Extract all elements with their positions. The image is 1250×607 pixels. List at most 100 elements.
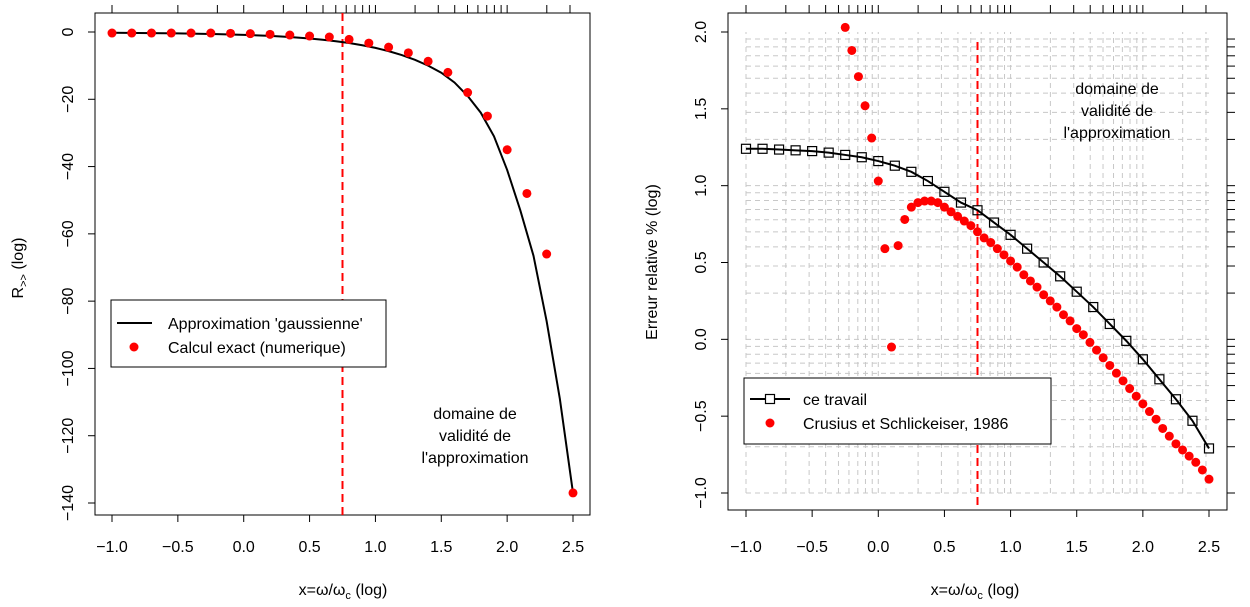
data-point-crusius — [893, 241, 903, 251]
data-point-ce-travail — [1121, 335, 1132, 346]
data-point-exact — [463, 88, 473, 98]
y-tick-label: 0 — [60, 27, 77, 36]
data-point-crusius — [1131, 391, 1141, 401]
data-point-ce-travail — [1187, 415, 1198, 426]
data-point-ce-travail — [1038, 257, 1049, 268]
data-point-exact — [127, 28, 137, 38]
data-point-crusius — [840, 22, 850, 32]
y-tick-label: 1.0 — [693, 174, 710, 196]
data-point-exact — [265, 29, 275, 39]
data-point-exact — [206, 28, 216, 38]
top-rug — [745, 5, 1207, 13]
annotation-text: domaine de — [1075, 81, 1159, 98]
right-rug — [1227, 38, 1235, 494]
x-tick-label: −1.0 — [96, 539, 128, 556]
data-point-ce-travail — [1088, 301, 1099, 313]
annotation-text: domaine de — [433, 406, 517, 423]
data-point-crusius — [880, 244, 890, 254]
legend: ce travail Crusius et Schlickeiser, 1986 — [743, 377, 1052, 445]
data-point-exact — [364, 38, 374, 48]
data-point-ce-travail — [1071, 286, 1082, 297]
data-point-exact — [542, 249, 552, 259]
data-point-crusius — [1092, 345, 1102, 355]
data-point-crusius — [1039, 290, 1049, 300]
data-point-ce-travail — [856, 152, 867, 163]
x-tick-label: 1.5 — [430, 539, 452, 556]
data-point-ce-travail — [1170, 394, 1182, 405]
y-tick-label: −20 — [60, 86, 77, 113]
x-tick-label: 2.0 — [1132, 539, 1154, 556]
data-point-ce-travail — [889, 160, 900, 171]
y-tick-label: −1.0 — [693, 477, 710, 509]
data-point-crusius — [1138, 399, 1148, 409]
legend-label: Crusius et Schlickeiser, 1986 — [803, 416, 1009, 433]
legend-label: ce travail — [803, 392, 867, 409]
x-axis-label: x=ω/ωc (log) — [931, 582, 1020, 602]
data-point-crusius — [1052, 302, 1062, 312]
data-point-crusius — [979, 233, 989, 243]
data-point-exact — [107, 28, 117, 38]
y-tick-label: −120 — [60, 418, 77, 454]
x-tick-label: 0.5 — [933, 539, 955, 556]
data-point-crusius — [1065, 316, 1075, 326]
legend-point-symbol — [129, 342, 139, 352]
data-point-crusius — [1058, 310, 1068, 320]
data-point-crusius — [1164, 431, 1174, 441]
data-point-crusius — [1078, 330, 1088, 340]
data-point-exact — [403, 48, 413, 58]
data-point-exact — [443, 67, 453, 77]
data-point-exact — [285, 30, 295, 40]
data-point-crusius — [986, 238, 996, 248]
annotation-text: validité de — [1081, 103, 1153, 120]
data-point-ce-travail — [1055, 271, 1066, 282]
x-tick-label: 2.5 — [562, 539, 584, 556]
data-point-exact — [568, 488, 578, 498]
data-point-crusius — [1025, 276, 1035, 286]
legend-label: Calcul exact (numerique) — [168, 340, 346, 357]
data-point-ce-travail — [1022, 243, 1033, 254]
data-point-crusius — [1032, 282, 1042, 292]
data-point-crusius — [906, 202, 916, 212]
data-point-ce-travail — [873, 155, 884, 167]
data-point-crusius — [853, 72, 863, 82]
data-point-crusius — [1144, 407, 1154, 417]
x-tick-label: −0.5 — [162, 539, 194, 556]
data-point-ce-travail — [1005, 229, 1016, 240]
y-tick-label: 1.5 — [693, 98, 710, 120]
legend-square-symbol — [764, 393, 776, 405]
data-point-crusius — [1012, 262, 1022, 272]
data-point-crusius — [867, 133, 877, 143]
y-axis-label: R>> (log) — [10, 238, 30, 299]
data-point-crusius — [939, 202, 949, 212]
data-point-crusius — [900, 214, 910, 224]
data-point-exact — [147, 28, 157, 38]
annotation-text: l'approximation — [421, 450, 528, 467]
data-point-ce-travail — [939, 186, 950, 197]
data-point-ce-travail — [1154, 374, 1165, 385]
data-point-exact — [245, 29, 255, 39]
plot-frame — [727, 12, 1228, 511]
data-point-ce-travail — [840, 149, 851, 161]
data-point-crusius — [847, 45, 857, 55]
y-tick-label: 0.5 — [693, 251, 710, 273]
left-panel-chart: −1.0 −0.5 0.0 0.5 1.0 1.5 2.0 2.5 0 −20 −40 −60 −80 −… — [10, 5, 591, 602]
data-point-ce-travail — [757, 143, 768, 154]
x-tick-label: −0.5 — [796, 539, 828, 556]
y-tick-label: 2.0 — [693, 21, 710, 43]
data-point-crusius — [1105, 360, 1115, 370]
data-point-crusius — [946, 207, 956, 217]
legend-label: Approximation 'gaussienne' — [168, 316, 363, 333]
y-tick-label: −100 — [60, 350, 77, 386]
data-point-crusius — [1072, 324, 1082, 334]
data-point-exact — [186, 28, 196, 38]
x-tick-label: 1.0 — [364, 539, 386, 556]
data-point-exact — [344, 34, 354, 44]
data-point-crusius — [1006, 256, 1016, 266]
data-point-crusius — [1151, 414, 1161, 424]
y-tick-label: −0.5 — [693, 400, 710, 432]
data-point-crusius — [999, 250, 1009, 260]
x-tick-label: 1.5 — [1066, 539, 1088, 556]
data-point-crusius — [973, 227, 982, 237]
y-tick-label: −60 — [60, 220, 77, 247]
data-point-crusius — [1158, 423, 1168, 433]
